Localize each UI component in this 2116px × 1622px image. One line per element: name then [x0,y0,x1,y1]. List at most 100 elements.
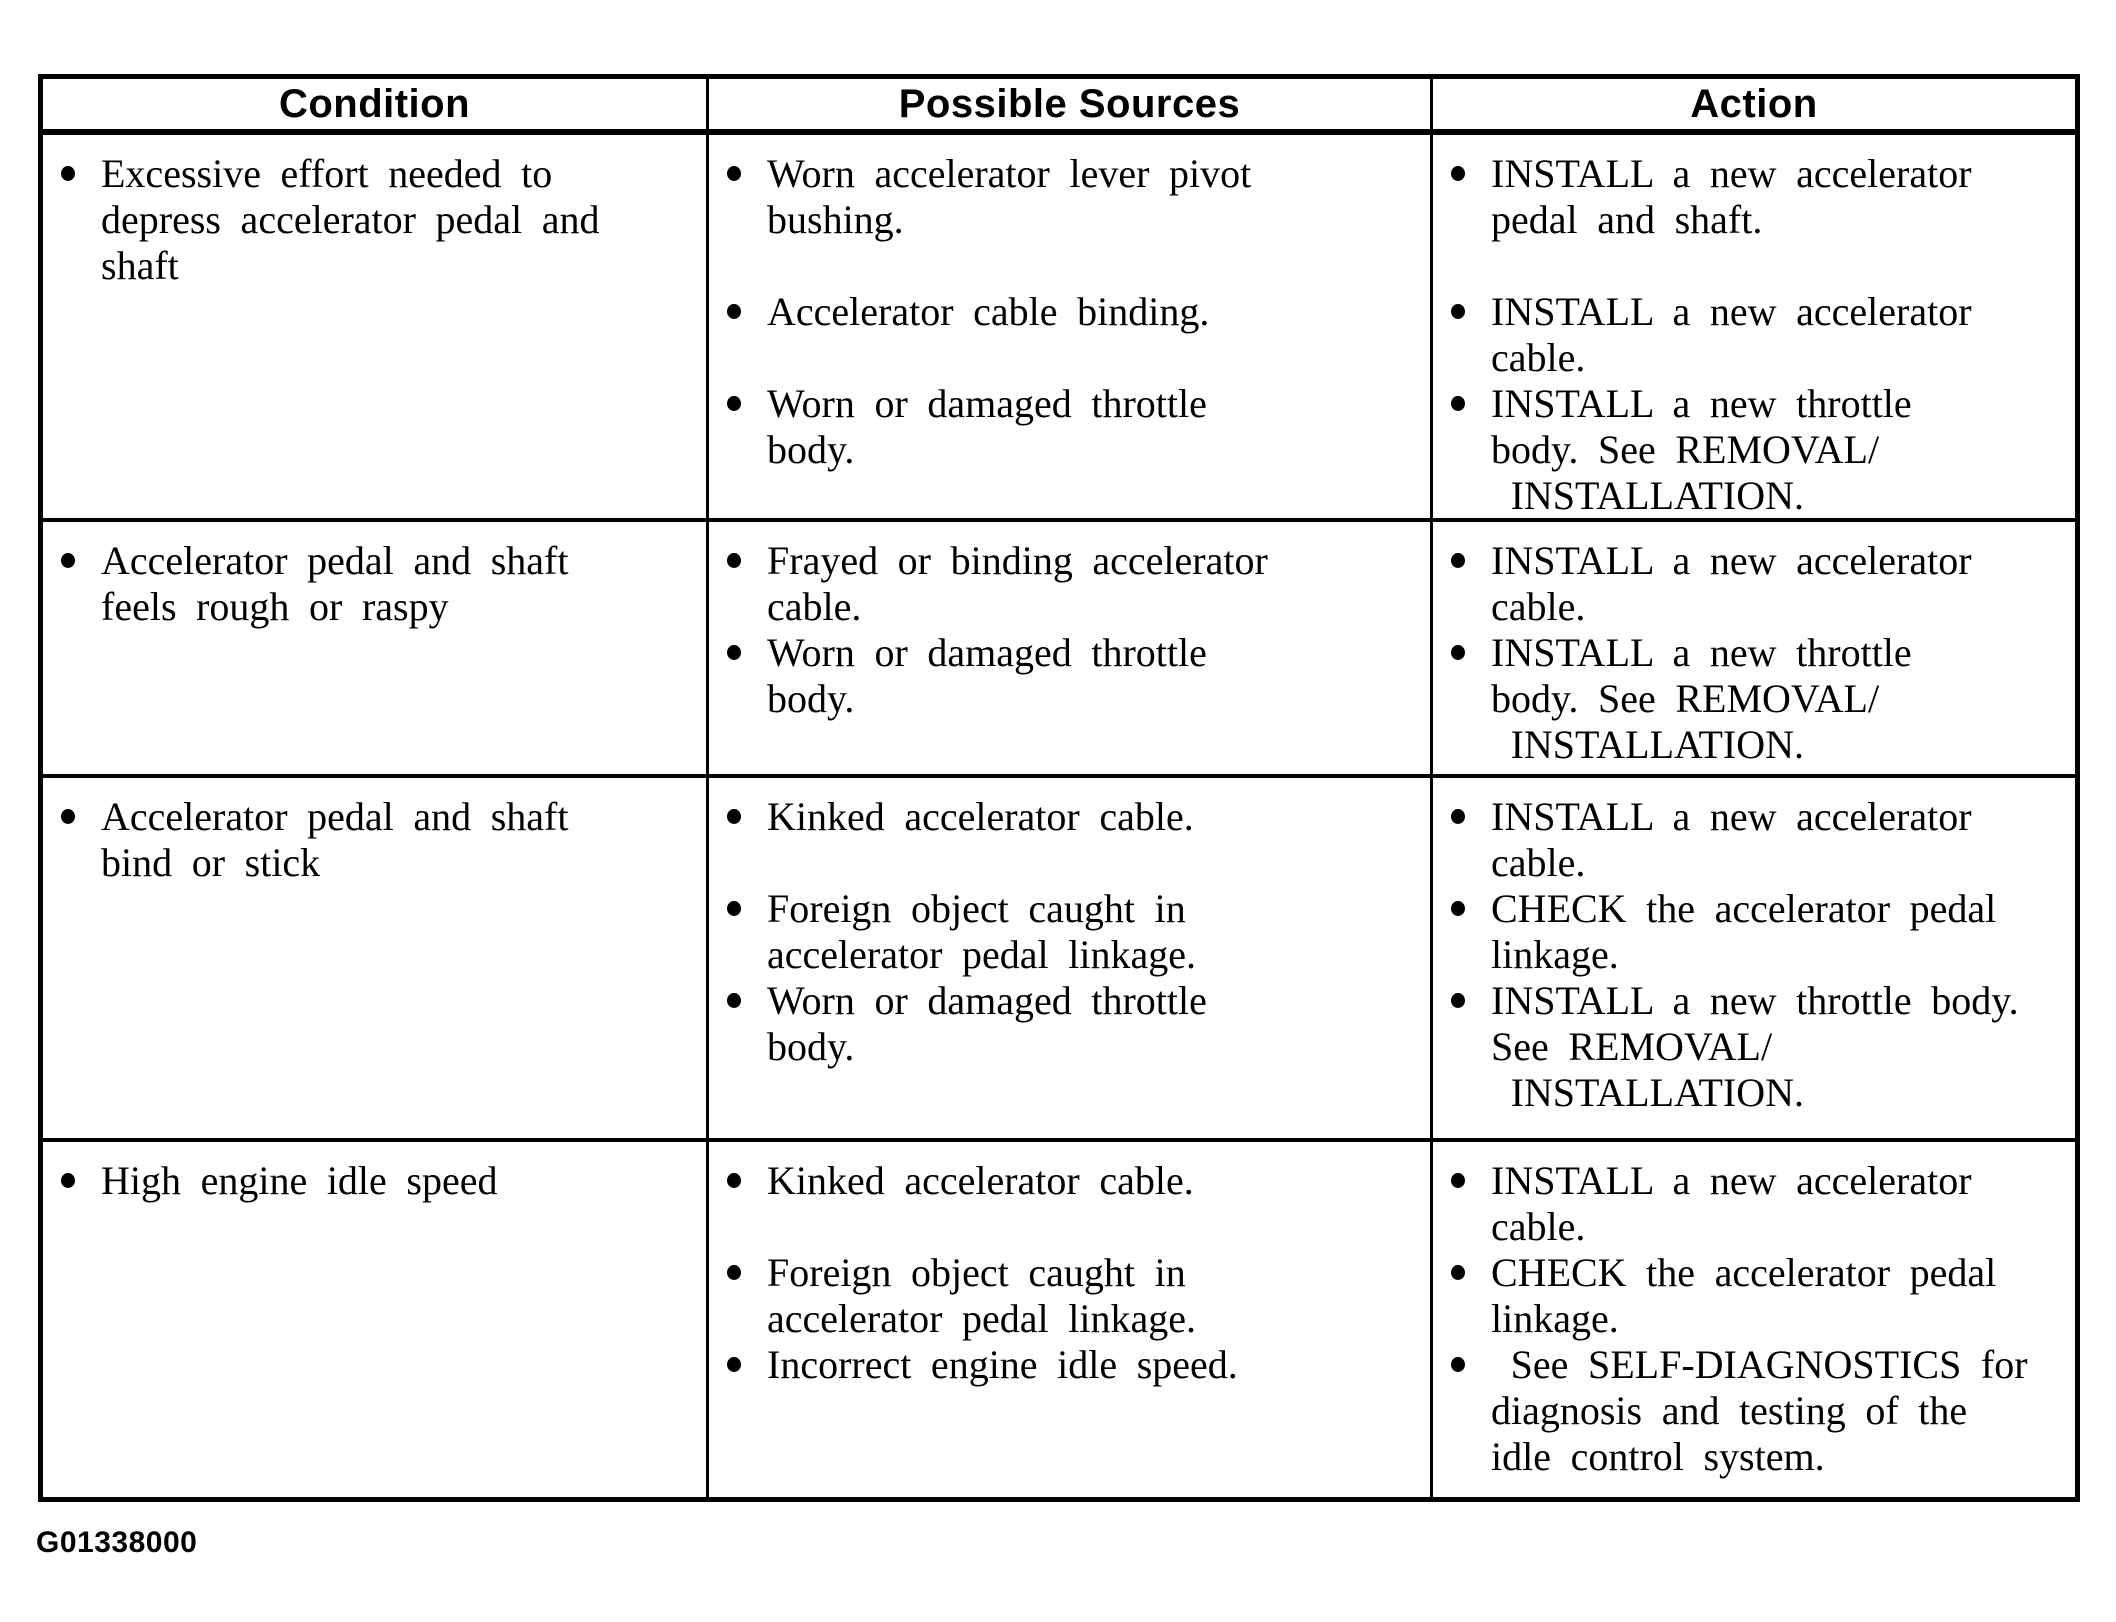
bullet-icon [1451,901,1465,916]
action-text: INSTALL a new throttle body. See REMOVAL… [1491,978,2019,1115]
bullet-icon [1451,304,1465,319]
list-item: Foreign object caught in accelerator ped… [709,1250,1422,1342]
action-text: INSTALL a new throttle body. See REMOVAL… [1491,630,1912,767]
sources-cell: Kinked accelerator cable. Foreign object… [706,1142,1433,1497]
bullet-icon [727,1357,741,1372]
list-item: Worn or damaged throttle body. [709,381,1422,473]
column-header-action: Action [1690,82,1818,126]
source-text: Incorrect engine idle speed. [767,1342,1238,1387]
figure-id-label: G01338000 [36,1526,198,1559]
condition-cell: Accelerator pedal and shaft bind or stic… [43,778,706,1138]
list-item: INSTALL a new accelerator cable. [1433,538,2067,630]
actions-cell: INSTALL a new accelerator cable. CHECK t… [1433,1142,2075,1497]
list-item: Incorrect engine idle speed. [709,1342,1422,1388]
bullet-icon [1451,993,1465,1008]
condition-text: Excessive effort needed to depress accel… [101,151,600,288]
bullet-icon [727,901,741,916]
list-item: High engine idle speed [43,1158,698,1204]
action-text: INSTALL a new throttle body. See REMOVAL… [1491,381,1912,518]
list-item: INSTALL a new accelerator cable. [1433,1158,2067,1250]
bullet-icon [1451,1265,1465,1280]
list-item: INSTALL a new accelerator cable. [1433,289,2067,381]
condition-cell: Excessive effort needed to depress accel… [43,135,706,518]
bullet-icon [61,166,75,181]
sources-cell: Kinked accelerator cable. Foreign object… [706,778,1433,1138]
table-row: Accelerator pedal and shaft bind or stic… [43,778,2075,1142]
sources-cell: Worn accelerator lever pivot bushing. Ac… [706,135,1433,518]
list-item: Accelerator cable binding. [709,289,1422,335]
bullet-icon [727,645,741,660]
source-text: Worn or damaged throttle body. [767,978,1207,1069]
bullet-icon [61,553,75,568]
actions-cell: INSTALL a new accelerator cable. INSTALL… [1433,522,2075,774]
list-item: Accelerator pedal and shaft bind or stic… [43,794,698,886]
list-item: Frayed or binding accelerator cable. [709,538,1422,630]
action-text: INSTALL a new accelerator cable. [1491,289,1972,380]
bullet-icon [727,809,741,824]
condition-cell: Accelerator pedal and shaft feels rough … [43,522,706,774]
bullet-icon [727,396,741,411]
list-item: Accelerator pedal and shaft feels rough … [43,538,698,630]
action-text: See SELF-DIAGNOSTICS for diagnosis and t… [1491,1342,2028,1479]
source-text: Foreign object caught in accelerator ped… [767,1250,1196,1341]
bullet-icon [1451,1357,1465,1372]
condition-text: High engine idle speed [101,1158,498,1203]
bullet-icon [1451,645,1465,660]
action-text: INSTALL a new accelerator cable. [1491,1158,1972,1249]
actions-cell: INSTALL a new accelerator cable. CHECK t… [1433,778,2075,1138]
table-row: Excessive effort needed to depress accel… [43,135,2075,522]
action-text: CHECK the accelerator pedal linkage. [1491,1250,1997,1341]
bullet-icon [1451,396,1465,411]
list-item: Worn or damaged throttle body. [709,978,1422,1070]
list-item: INSTALL a new accelerator cable. [1433,794,2067,886]
list-item: Worn accelerator lever pivot bushing. [709,151,1422,243]
sources-cell: Frayed or binding accelerator cable. Wor… [706,522,1433,774]
action-text: INSTALL a new accelerator cable. [1491,538,1972,629]
column-header-possible-sources: Possible Sources [706,79,1433,129]
source-text: Frayed or binding accelerator cable. [767,538,1268,629]
bullet-icon [61,809,75,824]
bullet-icon [1451,809,1465,824]
list-item: Foreign object caught in accelerator ped… [709,886,1422,978]
list-item: Worn or damaged throttle body. [709,630,1422,722]
table-row: High engine idle speed Kinked accelerato… [43,1142,2075,1497]
list-item: INSTALL a new throttle body. See REMOVAL… [1433,978,2067,1116]
bullet-icon [61,1173,75,1188]
bullet-icon [727,553,741,568]
table-header-row: Condition Possible Sources Action [43,79,2075,135]
condition-cell: High engine idle speed [43,1142,706,1497]
source-text: Accelerator cable binding. [767,289,1210,334]
action-text: INSTALL a new accelerator cable. [1491,794,1972,885]
bullet-icon [1451,166,1465,181]
source-text: Worn or damaged throttle body. [767,381,1207,472]
bullet-icon [727,166,741,181]
diagnostic-table: Condition Possible Sources Action Excess… [38,74,2080,1502]
condition-text: Accelerator pedal and shaft feels rough … [101,538,569,629]
list-item: Excessive effort needed to depress accel… [43,151,698,289]
bullet-icon [727,304,741,319]
bullet-icon [727,993,741,1008]
bullet-icon [727,1265,741,1280]
list-item: CHECK the accelerator pedal linkage. [1433,886,2067,978]
action-text: INSTALL a new accelerator pedal and shaf… [1491,151,1972,242]
bullet-icon [1451,1173,1465,1188]
action-text: CHECK the accelerator pedal linkage. [1491,886,1997,977]
source-text: Kinked accelerator cable. [767,1158,1194,1203]
list-item: CHECK the accelerator pedal linkage. [1433,1250,2067,1342]
list-item: INSTALL a new throttle body. See REMOVAL… [1433,381,2067,518]
list-item: Kinked accelerator cable. [709,1158,1422,1204]
table-row: Accelerator pedal and shaft feels rough … [43,522,2075,778]
source-text: Worn or damaged throttle body. [767,630,1207,721]
source-text: Foreign object caught in accelerator ped… [767,886,1196,977]
condition-text: Accelerator pedal and shaft bind or stic… [101,794,569,885]
actions-cell: INSTALL a new accelerator pedal and shaf… [1433,135,2075,518]
list-item: See SELF-DIAGNOSTICS for diagnosis and t… [1433,1342,2067,1480]
source-text: Kinked accelerator cable. [767,794,1194,839]
list-item: Kinked accelerator cable. [709,794,1422,840]
list-item: INSTALL a new throttle body. See REMOVAL… [1433,630,2067,768]
source-text: Worn accelerator lever pivot bushing. [767,151,1252,242]
bullet-icon [727,1173,741,1188]
column-header-condition: Condition [278,82,471,126]
bullet-icon [1451,553,1465,568]
list-item: INSTALL a new accelerator pedal and shaf… [1433,151,2067,243]
